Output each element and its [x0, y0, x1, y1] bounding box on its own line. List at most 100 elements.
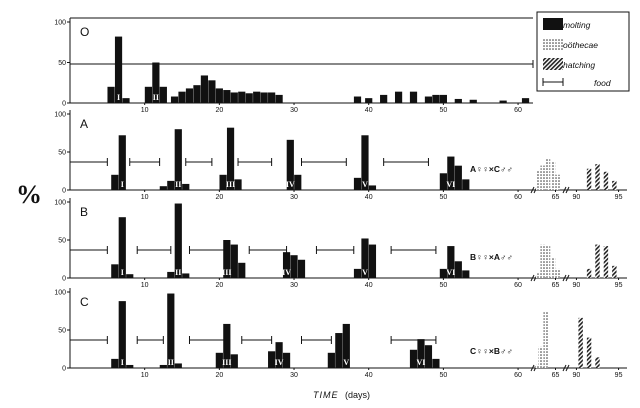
x-tick-label: 40 — [365, 372, 373, 379]
molting-bar — [294, 174, 302, 190]
axis-break — [562, 186, 567, 194]
food-period — [136, 336, 164, 344]
molting-bar — [238, 262, 246, 278]
molting-bar — [380, 94, 388, 103]
molting-bar — [126, 364, 134, 368]
molting-bar — [234, 179, 242, 190]
x-tick-label: 20 — [215, 282, 223, 289]
molting-bar — [111, 358, 119, 368]
hatching-bar — [595, 244, 600, 278]
panel-label: A — [80, 117, 88, 131]
y-tick-label: 100 — [54, 20, 66, 27]
molting-bar — [200, 75, 209, 103]
cross-label: A♀♀×C♂♂ — [470, 164, 513, 174]
x-tick-label: 10 — [141, 194, 149, 201]
molting-bar — [152, 62, 160, 103]
legend-label-hatching: hatching — [563, 60, 595, 70]
stage-label: IV — [286, 180, 295, 189]
x-tick-label: 40 — [365, 107, 373, 114]
food-period — [188, 246, 228, 254]
x-tick-label: 10 — [141, 372, 149, 379]
x-tick-label: 90 — [573, 282, 581, 289]
molting-bar — [353, 96, 362, 103]
food-period — [383, 158, 429, 166]
molting-bar — [219, 174, 227, 190]
molting-bar — [118, 135, 126, 190]
axis-break — [562, 274, 567, 282]
food-period — [188, 336, 228, 344]
molting-bar — [454, 261, 462, 278]
oothecae-bar — [545, 158, 551, 190]
food-period — [301, 336, 332, 344]
y-tick-label: 100 — [54, 200, 66, 207]
y-tick-label: 100 — [54, 290, 66, 297]
oothecae-bar — [540, 165, 545, 190]
stage-label: III — [222, 358, 231, 367]
x-axis-title-main: TIME — [313, 390, 339, 400]
molting-bar — [215, 88, 223, 103]
stage-label: V — [362, 180, 368, 189]
x-tick-label: 60 — [514, 107, 522, 114]
molting-bar — [230, 92, 238, 103]
molting-bar — [353, 177, 362, 190]
molting-bar — [178, 91, 186, 103]
molting-bar — [361, 238, 369, 278]
molting-bar — [167, 271, 175, 278]
molting-bar — [159, 364, 167, 368]
hatching-bar — [578, 317, 583, 368]
panel-label: O — [80, 25, 89, 39]
x-tick-label: 90 — [573, 194, 581, 201]
x-tick-label: 10 — [141, 107, 149, 114]
molting-bar — [174, 129, 182, 190]
stage-label: I — [121, 268, 124, 277]
x-tick-label: 65 — [552, 372, 560, 379]
oothecae-bar — [551, 161, 556, 190]
legend-swatch-oothecae — [543, 38, 563, 50]
molting-bar — [223, 240, 231, 278]
molting-bar — [182, 183, 190, 190]
x-tick-label: 50 — [439, 282, 447, 289]
legend-label-food: food — [594, 78, 611, 88]
oothecae-bar — [538, 346, 543, 368]
food-period — [241, 336, 273, 344]
x-tick-label: 60 — [514, 372, 522, 379]
molting-bar — [174, 363, 182, 368]
molting-bar — [290, 255, 298, 278]
molting-bar — [111, 264, 119, 278]
molting-bar — [159, 186, 167, 190]
food-period — [69, 158, 108, 166]
x-tick-label: 60 — [514, 282, 522, 289]
oothecae-bar — [536, 171, 541, 190]
food-period — [136, 246, 172, 254]
molting-bar — [159, 86, 167, 103]
axis-break — [562, 364, 567, 372]
molting-bar — [368, 185, 377, 190]
legend-swatch-food — [542, 78, 564, 86]
molting-bar — [499, 100, 507, 103]
y-tick-label: 0 — [62, 188, 66, 195]
axis-break — [530, 274, 535, 282]
molting-bar — [365, 98, 373, 103]
x-tick-label: 30 — [290, 372, 298, 379]
molting-bar — [114, 36, 123, 103]
molting-bar — [208, 80, 216, 103]
stage-label: III — [226, 180, 235, 189]
panel-label: B — [80, 205, 88, 219]
stage-label: VI — [446, 180, 455, 189]
y-tick-label: 0 — [62, 101, 66, 108]
molting-bar — [185, 88, 194, 103]
stage-label: II — [153, 93, 159, 102]
stage-label: I — [117, 93, 120, 102]
legend-label-molting: molting — [563, 20, 591, 30]
y-tick-label: 100 — [54, 112, 66, 119]
molting-bar — [245, 93, 253, 103]
molting-bar — [182, 273, 190, 278]
food-period — [129, 158, 161, 166]
molting-bar — [223, 323, 231, 368]
molting-bar — [268, 351, 276, 368]
oothecae-bar — [540, 244, 545, 278]
legend-label-oothecae: oöthecae — [563, 40, 598, 50]
